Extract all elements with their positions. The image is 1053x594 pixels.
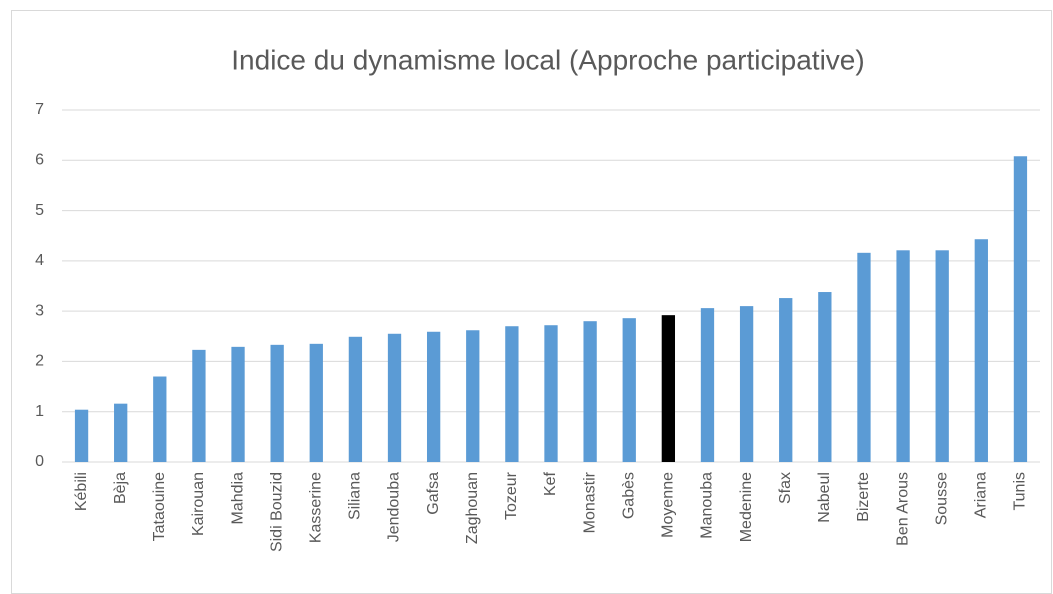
x-tick-label: Kairouan [190, 472, 207, 536]
bar [818, 292, 832, 462]
bar [779, 298, 793, 462]
bar [114, 403, 128, 462]
bar [544, 325, 558, 462]
bar [153, 376, 167, 462]
y-tick-label: 3 [35, 302, 44, 319]
x-tick-label: Kasserine [307, 472, 324, 543]
bar [622, 318, 636, 462]
bar [74, 409, 89, 462]
chart-title: Indice du dynamisme local (Approche part… [231, 44, 864, 75]
bar [661, 315, 676, 462]
x-tick-label: Manouba [699, 472, 716, 539]
bar [1013, 156, 1028, 462]
x-tick-label: Medenine [738, 472, 755, 542]
x-tick-label: Zaghouan [464, 472, 481, 544]
x-tick-label: Kébili [73, 472, 90, 511]
y-tick-label: 7 [35, 101, 44, 118]
x-tick-label: Mahdia [229, 472, 246, 525]
bar [974, 239, 988, 462]
x-tick-label: Tozeur [503, 471, 520, 520]
x-tick-label: Bizerte [855, 472, 872, 522]
x-tick-label: Gafsa [425, 472, 442, 515]
y-tick-label: 6 [35, 152, 44, 169]
x-tick-label: Sidi Bouzid [268, 472, 285, 552]
bar [387, 333, 402, 462]
bar [192, 349, 206, 462]
bar [896, 250, 910, 462]
x-tick-label: Sousse [933, 472, 950, 525]
x-tick-label: Nabeul [816, 472, 833, 523]
x-tick-label: Ariana [973, 472, 990, 518]
y-tick-label: 2 [35, 353, 44, 370]
bar [231, 346, 245, 462]
x-tick-label: Siliana [347, 472, 364, 520]
x-tick-label: Bèja [112, 472, 129, 504]
y-tick-label: 5 [35, 202, 44, 219]
x-tick-label: Monastir [581, 471, 598, 533]
x-tick-label: Tataouine [151, 472, 168, 541]
x-tick-label: Sfax [777, 472, 794, 504]
x-tick-label: Ben Arous [894, 472, 911, 546]
chart-border [11, 10, 1052, 594]
x-tick-label: Kef [542, 471, 559, 496]
bar [309, 343, 323, 462]
y-tick-label: 0 [35, 453, 44, 470]
bar [270, 344, 284, 462]
bar [935, 250, 949, 462]
y-tick-label: 4 [35, 252, 44, 269]
bar [505, 326, 519, 462]
bar [466, 330, 480, 462]
x-tick-label: Jendouba [386, 472, 403, 542]
x-tick-label: Tunis [1012, 472, 1029, 511]
x-tick-label: Moyenne [660, 472, 677, 538]
bar [348, 336, 363, 462]
bar [583, 321, 597, 462]
bar [857, 252, 871, 462]
y-tick-label: 1 [35, 403, 44, 420]
bar [426, 331, 441, 462]
bar [739, 306, 754, 462]
x-tick-label: Gabès [620, 472, 637, 519]
bar [700, 308, 715, 462]
